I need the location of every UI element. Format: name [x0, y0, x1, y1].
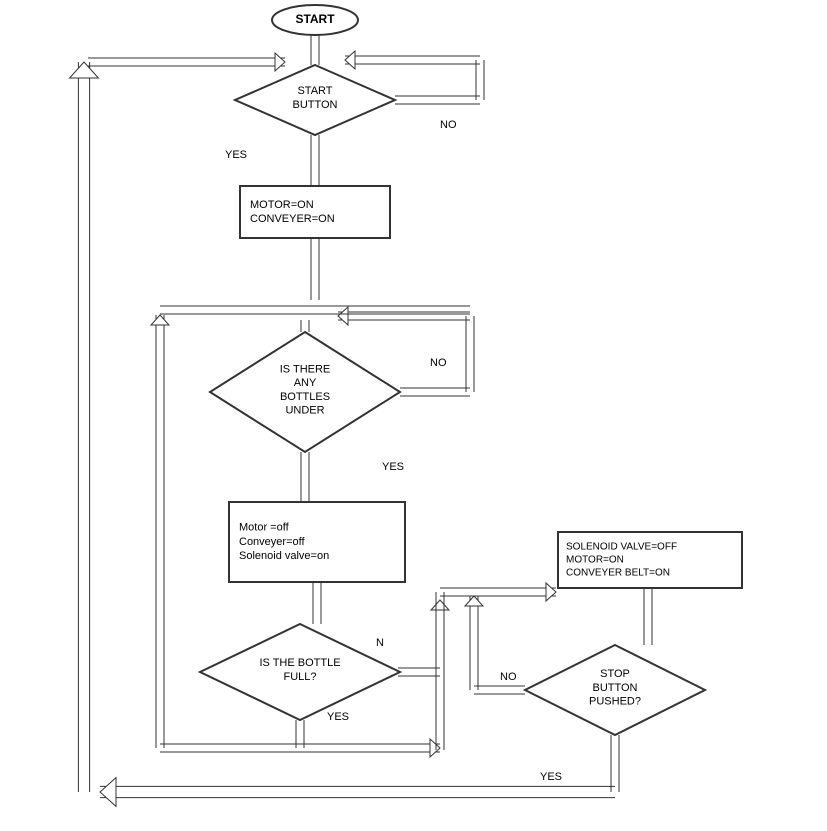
svg-text:IS THERE: IS THERE: [280, 363, 331, 375]
svg-text:CONVEYER=ON: CONVEYER=ON: [250, 213, 335, 225]
node-p_solenoid: SOLENOID VALVE=OFF MOTOR=ON CONVEYER BELT=…: [558, 532, 742, 588]
svg-text:SOLENOID VALVE=OFF: SOLENOID VALVE=OFF: [566, 542, 677, 553]
edge-label-start_no: NO: [440, 119, 457, 131]
svg-text:PUSHED?: PUSHED?: [589, 696, 641, 708]
svg-text:Conveyer=off: Conveyer=off: [239, 536, 305, 548]
edge-label-stop_yes: YES: [540, 771, 562, 783]
edge-label-start_yes: YES: [225, 149, 247, 161]
svg-text:START: START: [295, 12, 335, 26]
svg-text:UNDER: UNDER: [285, 405, 324, 417]
svg-text:BOTTLES: BOTTLES: [280, 391, 330, 403]
edge-label-full_n: N: [376, 637, 384, 649]
node-p_motor_off: Motor =off Conveyer=off Solenoid valve=on: [229, 502, 405, 582]
svg-text:MOTOR=ON: MOTOR=ON: [566, 555, 624, 566]
svg-text:Motor =off: Motor =off: [239, 522, 290, 534]
svg-text:FULL?: FULL?: [283, 671, 316, 683]
svg-text:BUTTON: BUTTON: [292, 99, 337, 111]
edge-label-bottles_yes: YES: [382, 461, 404, 473]
flowchart-canvas: START START BUTTON MOTOR=ON CONVEYER=ON IS TH…: [0, 0, 827, 831]
svg-text:STOP: STOP: [600, 668, 630, 680]
svg-text:ANY: ANY: [294, 377, 317, 389]
edge-label-bottles_no: NO: [430, 357, 447, 369]
edge-label-full_yes: YES: [327, 711, 349, 723]
edge-label-stop_no: NO: [500, 671, 517, 683]
svg-text:BUTTON: BUTTON: [592, 682, 637, 694]
svg-text:Solenoid valve=on: Solenoid valve=on: [239, 550, 329, 562]
svg-text:IS THE BOTTLE: IS THE BOTTLE: [259, 657, 340, 669]
svg-text:CONVEYER BELT=ON: CONVEYER BELT=ON: [566, 568, 670, 579]
node-p_motor_on: MOTOR=ON CONVEYER=ON: [240, 186, 390, 238]
svg-text:START: START: [297, 85, 332, 97]
svg-text:MOTOR=ON: MOTOR=ON: [250, 199, 314, 211]
